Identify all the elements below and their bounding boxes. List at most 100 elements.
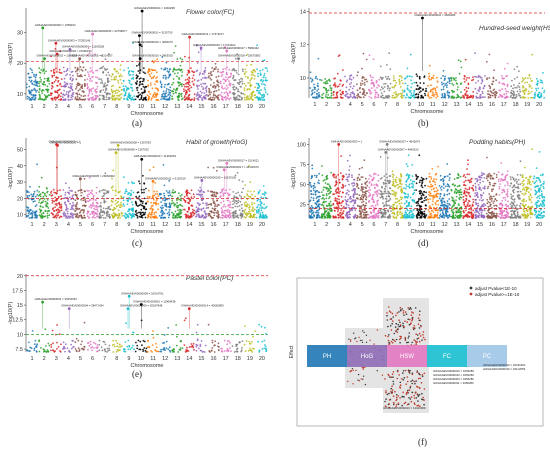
data-point [31,96,34,99]
data-point [511,93,514,95]
data-point [229,84,232,87]
data-point [81,204,84,207]
data-point [388,214,391,216]
data-point [329,87,332,89]
data-point [72,93,74,96]
data-point [31,71,34,74]
data-point [352,76,355,79]
data-point [93,205,96,207]
data-point [196,80,199,82]
data-point [111,177,113,180]
data-point [56,84,58,87]
data-point [162,90,165,93]
data-point [314,77,317,79]
data-point [160,217,163,219]
x-tick-label: 7 [384,222,387,228]
data-point [487,96,490,99]
data-point [175,213,178,215]
data-point [410,216,412,219]
data-point [360,84,362,87]
data-point [354,214,357,217]
data-point [377,84,379,86]
data-point [159,193,161,196]
y-tick-label: 20 [17,61,23,67]
data-point [101,214,104,217]
data-point [190,204,193,207]
data-point [236,205,239,208]
data-point [86,189,89,192]
data-point [151,87,154,90]
data-point [411,75,413,78]
data-point [212,85,214,88]
data-point [29,208,32,211]
data-point [200,83,202,86]
x-tick-label: 18 [512,102,518,108]
data-point [130,83,132,86]
chromosome-20-points [255,185,268,219]
data-point [385,195,388,198]
data-point [434,89,437,92]
data-point [335,183,338,186]
data-point [140,208,143,211]
data-point [533,97,536,99]
data-point [50,212,53,215]
data-point [193,97,196,99]
data-point [58,98,60,101]
data-point [124,85,127,88]
data-point [435,96,438,99]
data-point [128,208,131,210]
data-point [446,81,449,84]
data-point [318,94,320,96]
data-point [205,204,208,207]
data-point [157,99,160,101]
data-point [40,209,42,212]
data-point [453,78,456,81]
data-point [407,154,410,157]
data-point [179,64,182,67]
data-point [345,80,348,83]
data-point [209,77,212,80]
data-point [51,99,54,101]
y-tick-label: 50 [17,147,23,153]
data-point [36,214,39,217]
data-point [128,74,131,76]
data-point [348,190,350,193]
data-point [464,58,467,61]
peak-label: GWHAAEV00000008 = 1357933 [110,140,151,144]
data-point [160,96,163,98]
data-point [193,209,196,212]
data-point [153,190,156,193]
data-point [115,205,118,208]
data-point [423,92,426,95]
data-point [36,194,39,196]
data-point [163,196,166,199]
data-point [70,206,73,209]
data-point [354,193,357,195]
data-point [31,210,34,213]
data-point [406,76,408,78]
data-point [154,60,156,63]
data-point [160,98,163,101]
data-point [53,72,56,74]
data-point [218,98,220,101]
chromosome-15-points [474,52,486,99]
data-point [389,68,392,70]
data-point [325,94,327,96]
data-point [393,86,395,89]
data-point [330,94,333,97]
data-point [388,195,391,198]
data-point [144,85,147,88]
data-point [399,206,402,209]
data-point [225,88,228,91]
data-point [65,209,68,211]
chromosome-1-points [26,163,39,219]
data-point [322,86,325,89]
data-point [220,71,223,74]
data-point [148,169,151,171]
data-point [87,47,90,49]
data-point [67,86,70,88]
data-point [163,194,166,197]
data-point [256,44,258,47]
data-point [242,187,245,190]
data-point [108,93,111,95]
